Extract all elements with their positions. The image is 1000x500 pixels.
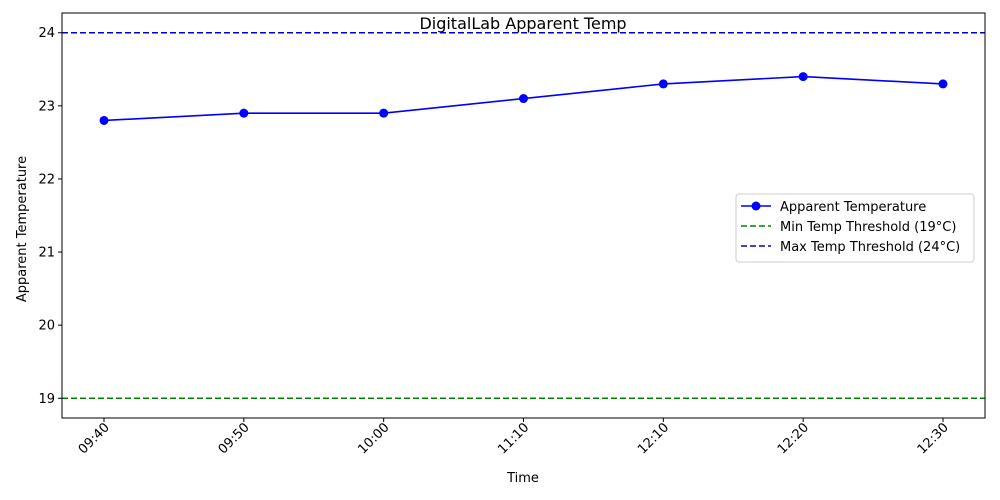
data-point-1110 <box>519 94 528 104</box>
y-tick-label: 19 <box>38 392 55 407</box>
legend-label-min-threshold: Min Temp Threshold (19°C) <box>780 220 956 235</box>
x-tick-label: 12:30 <box>915 420 952 457</box>
x-tick-label: 11:10 <box>495 420 532 457</box>
data-point-1230 <box>938 79 948 89</box>
data-point-1220 <box>798 72 808 82</box>
x-tick-label: 09:50 <box>216 420 253 457</box>
x-tick-label: 12:10 <box>635 420 672 457</box>
legend-label-apparent-temperature: Apparent Temperature <box>780 200 926 215</box>
data-point-1000 <box>379 108 389 118</box>
legend-label-max-threshold: Max Temp Threshold (24°C) <box>780 240 960 255</box>
x-tick-label: 12:20 <box>775 420 812 457</box>
threshold-lines <box>62 31 985 400</box>
y-axis-label: Apparent Temperature <box>15 156 30 302</box>
data-point-0950 <box>239 108 249 118</box>
data-point-1210 <box>658 79 668 89</box>
y-tick-label: 22 <box>38 172 55 187</box>
y-axis: 19 20 21 22 23 24 <box>38 26 62 407</box>
series-apparent-temperature <box>99 72 948 125</box>
legend: Apparent Temperature Min Temp Threshold … <box>735 193 975 263</box>
data-point-0940 <box>99 115 109 125</box>
y-tick-label: 21 <box>38 246 55 261</box>
y-tick-label: 24 <box>38 26 55 41</box>
y-tick-label: 20 <box>38 319 55 334</box>
x-tick-label: 09:40 <box>76 420 113 457</box>
x-tick-label: 10:00 <box>355 420 392 457</box>
legend-box <box>735 193 975 263</box>
chart-title: DigitalLab Apparent Temp <box>419 14 626 33</box>
x-axis: 09:40 09:50 10:00 11:10 12:10 12:20 12:30 <box>76 418 952 457</box>
y-tick-label: 23 <box>38 99 55 114</box>
legend-marker-apparent-temperature <box>751 201 761 211</box>
plot-frame <box>61 12 986 419</box>
x-axis-label: Time <box>506 471 539 486</box>
